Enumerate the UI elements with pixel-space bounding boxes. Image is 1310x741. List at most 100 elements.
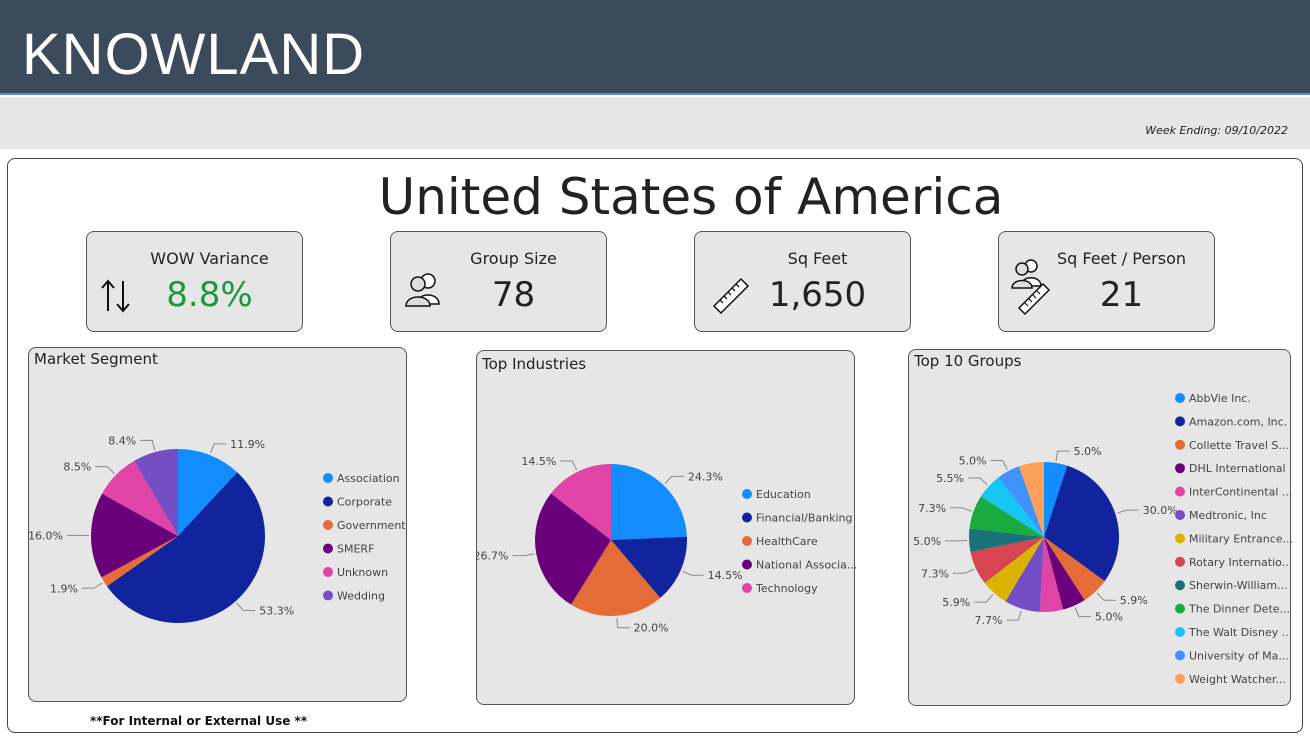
legend-entry[interactable]: DHL International: [1189, 462, 1286, 475]
data-label: 20.0%: [634, 622, 669, 635]
legend-entry[interactable]: HealthCare: [756, 535, 818, 548]
legend-entry[interactable]: University of Ma...: [1189, 649, 1289, 662]
legend-entry[interactable]: The Dinner Dete...: [1188, 603, 1290, 616]
kpi-card-group-size[interactable]: Group Size 78: [390, 231, 607, 332]
pie-slice[interactable]: [1044, 462, 1068, 537]
kpi-card-wow-variance[interactable]: WOW Variance 8.8%: [86, 231, 303, 332]
legend-entry[interactable]: Medtronic, Inc: [1189, 509, 1267, 522]
data-label: 7.3%: [921, 567, 949, 580]
data-label: 26.7%: [477, 550, 508, 563]
legend-marker: [323, 543, 333, 554]
data-label: 5.0%: [1074, 445, 1102, 458]
data-label: 8.5%: [63, 461, 91, 474]
legend-marker: [1175, 533, 1185, 544]
sub-header-bar: [0, 97, 1310, 149]
legend-entry[interactable]: Military Entrance...: [1189, 532, 1292, 545]
legend-entry[interactable]: Government: [337, 519, 406, 532]
data-label: 14.5%: [708, 569, 743, 582]
kpi-label: Group Size: [470, 249, 557, 268]
legend-marker: [742, 512, 752, 523]
knowland-logo: KNOWLAND: [22, 22, 366, 87]
data-label: 53.3%: [259, 604, 294, 617]
legend-marker: [323, 473, 333, 483]
pie-slice[interactable]: [106, 472, 265, 623]
legend-entry[interactable]: Association: [337, 472, 400, 485]
pie-slice[interactable]: [980, 477, 1044, 537]
leader-line: [990, 459, 1008, 470]
legend-marker: [1175, 580, 1185, 591]
data-label: 16.0%: [29, 529, 63, 542]
leader-line: [616, 617, 630, 629]
pie-slice[interactable]: [134, 449, 178, 536]
kpi-label: Sq Feet: [787, 249, 848, 268]
leader-line: [512, 553, 535, 557]
kpi-label: WOW Variance: [150, 249, 269, 268]
chart-title: Top Industries: [482, 355, 587, 373]
legend-entry[interactable]: Weight Watcher...: [1189, 673, 1286, 686]
pie-slice[interactable]: [550, 464, 611, 540]
legend-entry[interactable]: Rotary Internatio...: [1189, 556, 1292, 569]
pie-slice[interactable]: [1044, 537, 1085, 610]
pie-slice[interactable]: [1039, 537, 1064, 612]
data-label: 5.0%: [1095, 611, 1123, 624]
pie-slice[interactable]: [1044, 537, 1105, 601]
leader-line: [950, 507, 972, 512]
legend-entry[interactable]: The Walt Disney ...: [1188, 626, 1292, 639]
data-label: 11.9%: [230, 438, 265, 451]
top-10-groups-panel: Top 10 Groups 5.0% 30.0% 5.9% 5.0% 7.7% 5.9% 7…: [908, 349, 1292, 706]
legend-entry[interactable]: Education: [756, 488, 811, 501]
legend-entry[interactable]: Technology: [755, 582, 818, 595]
pie-slice[interactable]: [1005, 537, 1044, 612]
chart-title: Top 10 Groups: [914, 352, 1022, 370]
legend-entry[interactable]: InterContinental ...: [1189, 486, 1292, 499]
data-label: 30.0%: [1143, 504, 1178, 517]
leader-line: [968, 477, 988, 486]
legend-entry[interactable]: Collette Travel S...: [1189, 439, 1289, 452]
legend-entry[interactable]: Unknown: [337, 566, 388, 579]
data-label: 7.7%: [974, 614, 1002, 627]
legend-entry[interactable]: SMERF: [337, 543, 374, 556]
market-segment-pie-chart: 11.9% 53.3% 1.9% 16.0% 8.5% 8.4% Association Co…: [29, 434, 406, 623]
data-label: 7.3%: [918, 502, 946, 515]
legend-marker: [1175, 510, 1185, 520]
data-label: 14.5%: [521, 455, 556, 468]
pie-slice[interactable]: [102, 460, 178, 536]
pie-slice[interactable]: [571, 540, 661, 616]
pie-slice[interactable]: [1044, 465, 1119, 582]
leader-line: [1074, 607, 1092, 618]
legend-entry[interactable]: Wedding: [337, 590, 385, 603]
pie-slice[interactable]: [969, 496, 1044, 537]
leader-line: [664, 475, 684, 484]
leader-line: [81, 582, 103, 589]
pie-slice[interactable]: [178, 449, 238, 536]
pie-slice[interactable]: [101, 536, 178, 587]
legend-entry[interactable]: National Associa...: [756, 559, 856, 572]
legend-entry[interactable]: Amazon.com, Inc.: [1189, 415, 1287, 428]
week-ending-label: Week Ending: 09/10/2022: [1145, 124, 1288, 137]
legend-entry[interactable]: Sherwin-William...: [1189, 579, 1288, 592]
pie-slice[interactable]: [91, 493, 178, 578]
leader-line: [95, 466, 115, 475]
pie-slice[interactable]: [970, 537, 1044, 583]
pie-slice[interactable]: [611, 464, 687, 540]
app-header: KNOWLAND: [0, 0, 1310, 95]
leader-line: [974, 594, 994, 603]
kpi-card-sq-feet[interactable]: Sq Feet 1,650: [694, 231, 911, 332]
pie-slice[interactable]: [1019, 462, 1044, 537]
top-10-groups-pie-chart: 5.0% 30.0% 5.9% 5.0% 7.7% 5.9% 7.3% 5.0% 7.3% 5.5…: [913, 392, 1292, 686]
kpi-card-sq-feet-per-person[interactable]: Sq Feet / Person 21: [998, 231, 1215, 332]
leader-line: [952, 568, 975, 574]
pie-slice[interactable]: [969, 528, 1044, 552]
pie-slice[interactable]: [611, 536, 687, 598]
pie-slice[interactable]: [998, 466, 1044, 537]
legend-entry[interactable]: Financial/Banking: [756, 512, 853, 525]
pie-slice[interactable]: [984, 537, 1044, 602]
legend-entry[interactable]: Corporate: [337, 496, 392, 509]
data-label: 5.9%: [942, 596, 970, 609]
ruler-icon: [712, 277, 750, 315]
pie-slice[interactable]: [535, 493, 611, 605]
legend-marker: [742, 583, 752, 593]
leader-line: [1055, 450, 1070, 462]
legend-marker: [1175, 463, 1185, 474]
legend-entry[interactable]: AbbVie Inc.: [1189, 392, 1251, 405]
